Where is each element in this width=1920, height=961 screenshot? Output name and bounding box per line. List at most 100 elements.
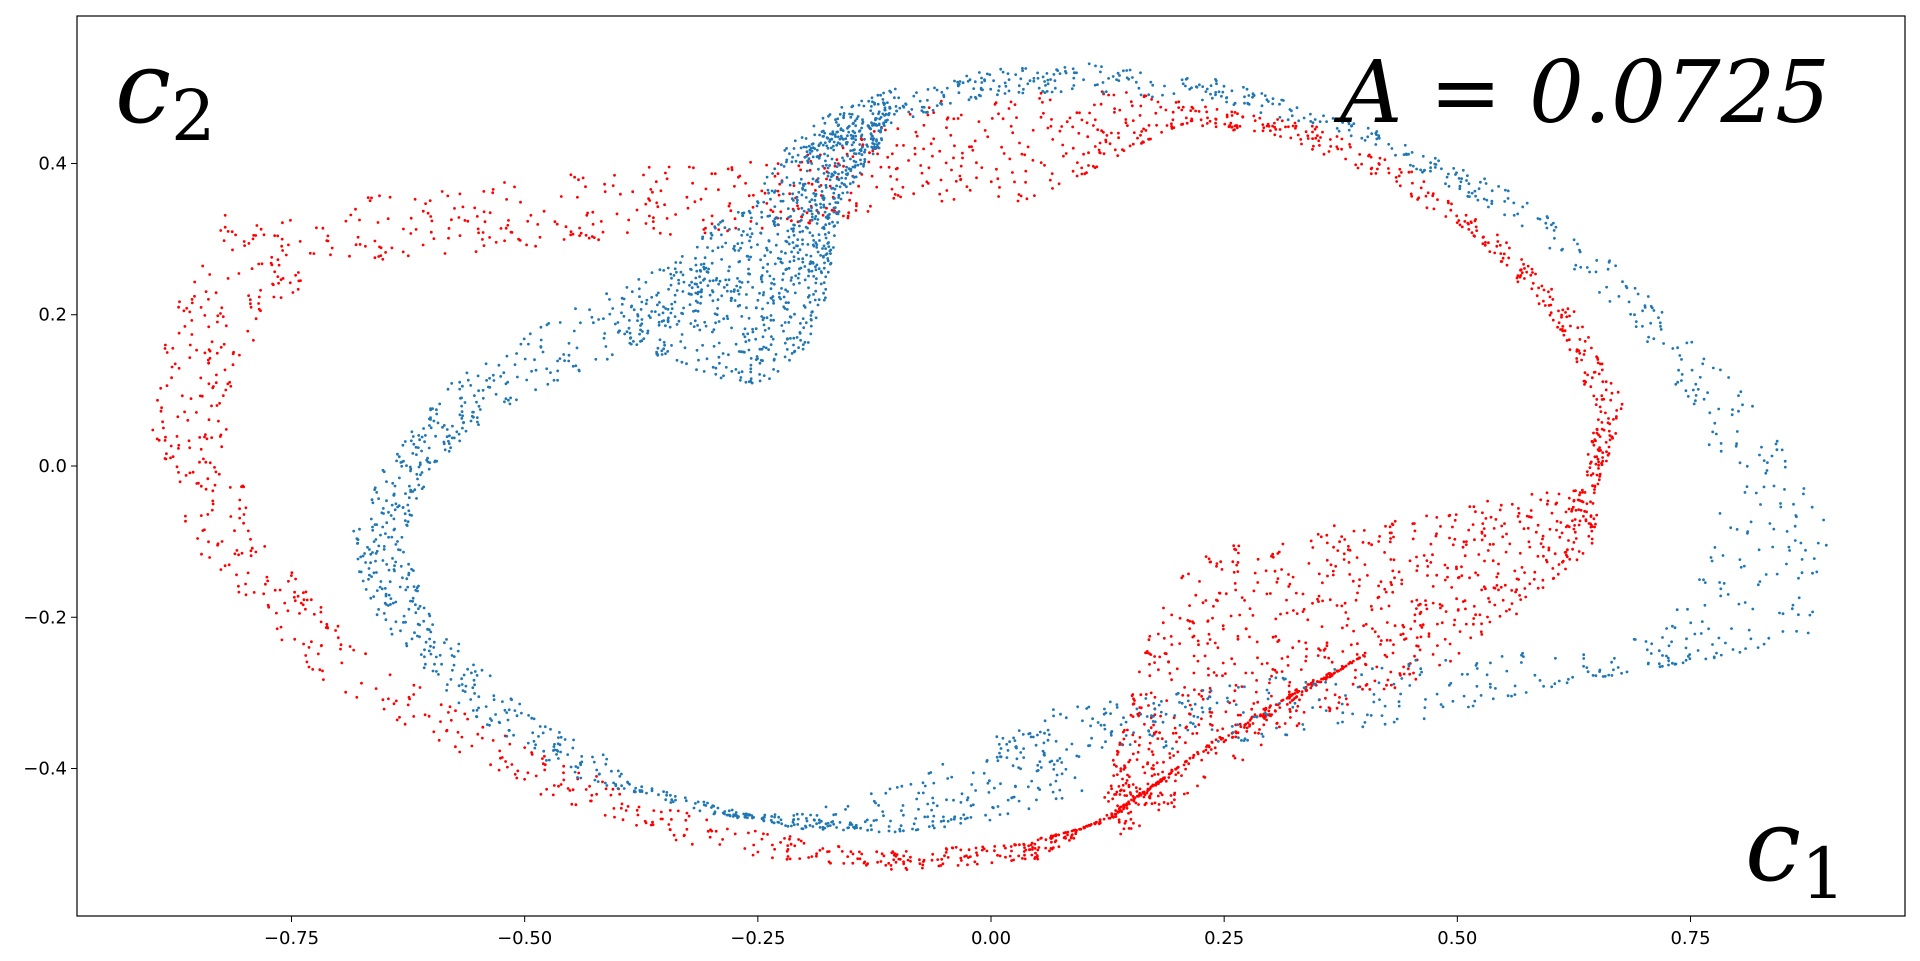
scatter-point [628, 341, 632, 345]
scatter-point [477, 423, 480, 426]
scatter-point [1216, 646, 1220, 650]
scatter-point [1215, 108, 1219, 111]
scatter-point [1340, 137, 1344, 141]
scatter-point [380, 587, 384, 591]
scatter-point [786, 844, 790, 847]
scatter-point [1737, 602, 1741, 606]
scatter-point [672, 833, 676, 837]
scatter-point [1550, 511, 1554, 515]
scatter-point [1387, 142, 1391, 146]
scatter-point [399, 461, 403, 464]
scatter-point [510, 763, 514, 766]
scatter-point [436, 421, 440, 425]
scatter-point [1690, 368, 1694, 372]
scatter-point [791, 229, 795, 233]
scatter-point [1087, 62, 1091, 66]
scatter-point [1502, 252, 1506, 256]
scatter-point [1590, 529, 1594, 533]
scatter-point [1451, 525, 1454, 529]
scatter-point [922, 105, 926, 109]
scatter-point [879, 126, 883, 130]
scatter-point [1650, 642, 1654, 646]
scatter-point [1455, 171, 1458, 175]
scatter-point [858, 850, 861, 854]
scatter-point [805, 817, 808, 820]
scatter-point [754, 327, 758, 331]
scatter-point [1350, 124, 1353, 128]
scatter-point [384, 251, 387, 254]
scatter-point [257, 262, 261, 266]
scatter-point [858, 143, 862, 146]
scatter-point [1287, 573, 1290, 576]
scatter-point [1132, 702, 1136, 706]
scatter-point [403, 519, 407, 522]
scatter-point [431, 669, 435, 673]
scatter-point [280, 237, 284, 241]
scatter-point [421, 243, 425, 247]
scatter-point [1518, 275, 1522, 279]
scatter-point [1783, 488, 1786, 491]
scatter-point [499, 756, 502, 760]
scatter-point [1180, 123, 1183, 126]
scatter-point [1762, 642, 1766, 646]
scatter-point [983, 129, 987, 132]
scatter-point [1516, 274, 1520, 278]
scatter-point [1367, 154, 1370, 158]
scatter-point [1595, 473, 1599, 477]
scatter-point [450, 654, 454, 657]
scatter-point [1145, 715, 1149, 718]
scatter-point [1412, 671, 1415, 675]
scatter-point [1455, 597, 1458, 601]
scatter-point [207, 418, 211, 422]
scatter-point [1426, 574, 1429, 577]
scatter-point [1301, 723, 1305, 726]
scatter-point [824, 223, 828, 227]
scatter-point [1711, 643, 1714, 646]
scatter-point [364, 652, 367, 656]
scatter-point [433, 459, 437, 463]
scatter-point [869, 109, 873, 112]
scatter-point [1178, 735, 1181, 739]
scatter-point [1086, 135, 1090, 139]
scatter-point [951, 846, 955, 850]
scatter-point [394, 600, 398, 604]
scatter-point [477, 404, 481, 408]
scatter-point [881, 810, 885, 813]
scatter-point [1289, 136, 1293, 140]
scatter-point [1224, 592, 1228, 596]
scatter-point [1678, 354, 1682, 357]
scatter-point [1087, 705, 1091, 709]
scatter-point [1091, 164, 1095, 168]
scatter-point [801, 213, 805, 217]
scatter-point [1060, 761, 1064, 764]
scatter-point [1481, 236, 1485, 239]
scatter-point [1344, 611, 1348, 614]
scatter-point [883, 114, 886, 117]
scatter-point [276, 234, 280, 238]
scatter-point [1503, 583, 1507, 587]
scatter-point [1176, 750, 1180, 754]
scatter-point [1608, 434, 1612, 437]
scatter-point [1604, 440, 1608, 444]
scatter-point [941, 762, 945, 766]
scatter-point [1066, 830, 1070, 834]
scatter-point [1286, 695, 1290, 699]
scatter-point [1569, 324, 1572, 328]
scatter-point [1450, 202, 1453, 206]
scatter-point [208, 356, 212, 360]
scatter-point [652, 809, 656, 812]
scatter-point [390, 632, 394, 636]
scatter-point [869, 204, 872, 208]
scatter-point [160, 406, 164, 410]
scatter-point [1586, 453, 1590, 456]
scatter-point [673, 267, 677, 271]
scatter-point [1218, 735, 1222, 739]
scatter-point [574, 364, 578, 368]
scatter-point [1058, 129, 1062, 133]
scatter-point [827, 860, 831, 864]
scatter-point [1149, 792, 1153, 796]
scatter-point [270, 255, 274, 259]
scatter-point [1064, 152, 1068, 155]
scatter-point [1087, 164, 1090, 167]
scatter-point [1534, 530, 1538, 534]
